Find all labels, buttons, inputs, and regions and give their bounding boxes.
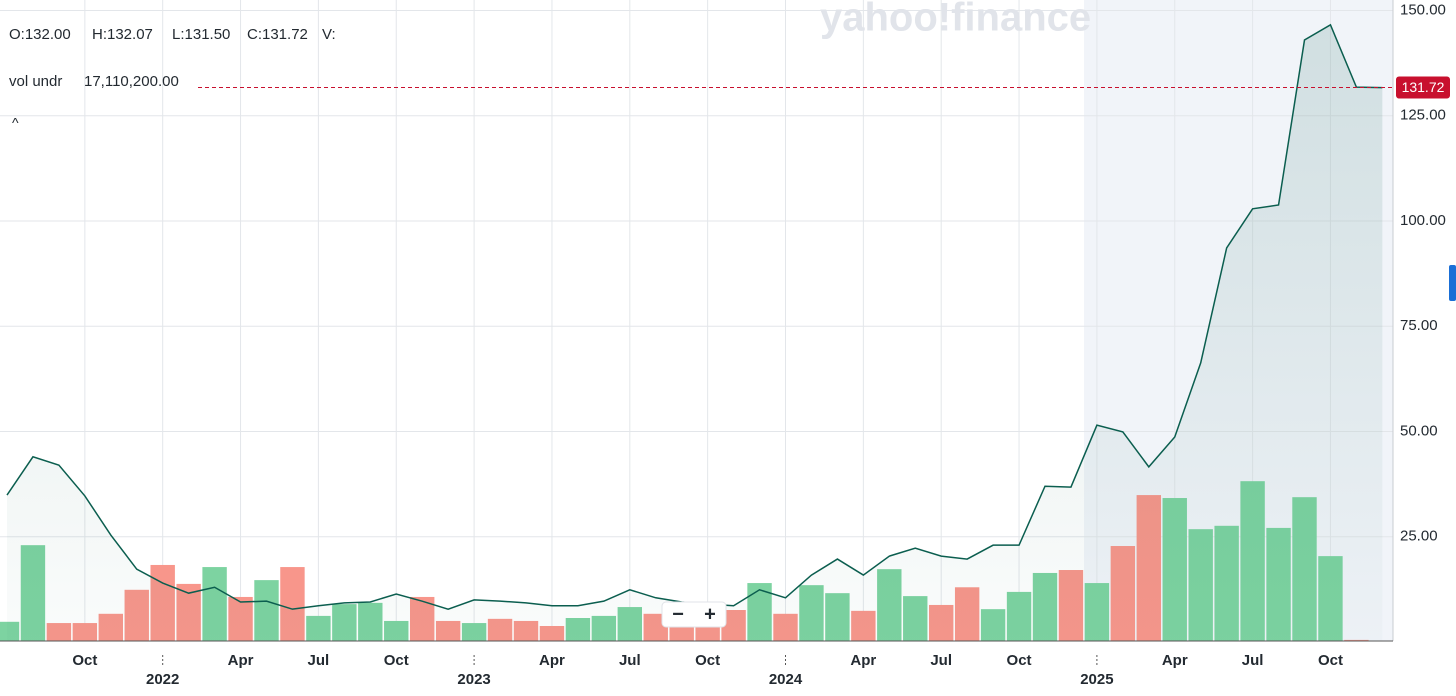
open: O:132.00 <box>9 26 71 43</box>
last-price-badge <box>1396 76 1450 99</box>
indicator-name: vol undr <box>9 73 62 90</box>
volume: V: <box>322 26 336 43</box>
x-tick-label: Oct <box>695 652 720 669</box>
high: H:132.07 <box>92 26 153 43</box>
plot <box>0 23 1383 642</box>
y-tick-label: 125.00 <box>1400 107 1446 124</box>
y-tick-label: 25.00 <box>1400 528 1438 545</box>
y-tick-label: 50.00 <box>1400 422 1438 439</box>
x-tick-label: Jul <box>308 652 330 669</box>
zoom-in[interactable]: + <box>704 603 716 625</box>
x-tick-label: Oct <box>1318 652 1343 669</box>
zoom-box <box>661 601 727 628</box>
zoom-out[interactable]: − <box>672 603 684 625</box>
x-year-label: 2024 <box>769 671 803 688</box>
x-year-label: 2022 <box>146 671 179 688</box>
x-year-label: 2023 <box>457 671 490 688</box>
x-tick-label: Jul <box>930 652 952 669</box>
close: C:131.72 <box>247 26 308 43</box>
x-tick-label: Jul <box>619 652 641 669</box>
x-tick-label: Oct <box>72 652 97 669</box>
last-price-label: 131.72 <box>1402 79 1445 95</box>
x-tick-label: Apr <box>850 652 876 669</box>
side-tab[interactable] <box>1449 265 1456 301</box>
x-year-label: 2025 <box>1080 671 1113 688</box>
indicator-value: 17,110,200.00 <box>84 73 179 90</box>
collapse-button[interactable]: ^ <box>12 115 19 131</box>
y-tick-label: 75.00 <box>1400 317 1438 334</box>
watermark: yahoo!finance <box>820 0 1091 40</box>
y-tick-label: 150.00 <box>1400 1 1446 18</box>
zoom-control: − + <box>661 601 727 628</box>
x-tick-label: Oct <box>1007 652 1032 669</box>
x-tick-label: Apr <box>228 652 254 669</box>
x-tick-label: Apr <box>539 652 565 669</box>
price-area <box>7 24 1383 642</box>
x-tick-label: Oct <box>384 652 409 669</box>
x-tick-label: Apr <box>1162 652 1188 669</box>
y-tick-label: 100.00 <box>1400 212 1446 229</box>
low: L:131.50 <box>172 26 230 43</box>
x-tick-label: Jul <box>1242 652 1264 669</box>
